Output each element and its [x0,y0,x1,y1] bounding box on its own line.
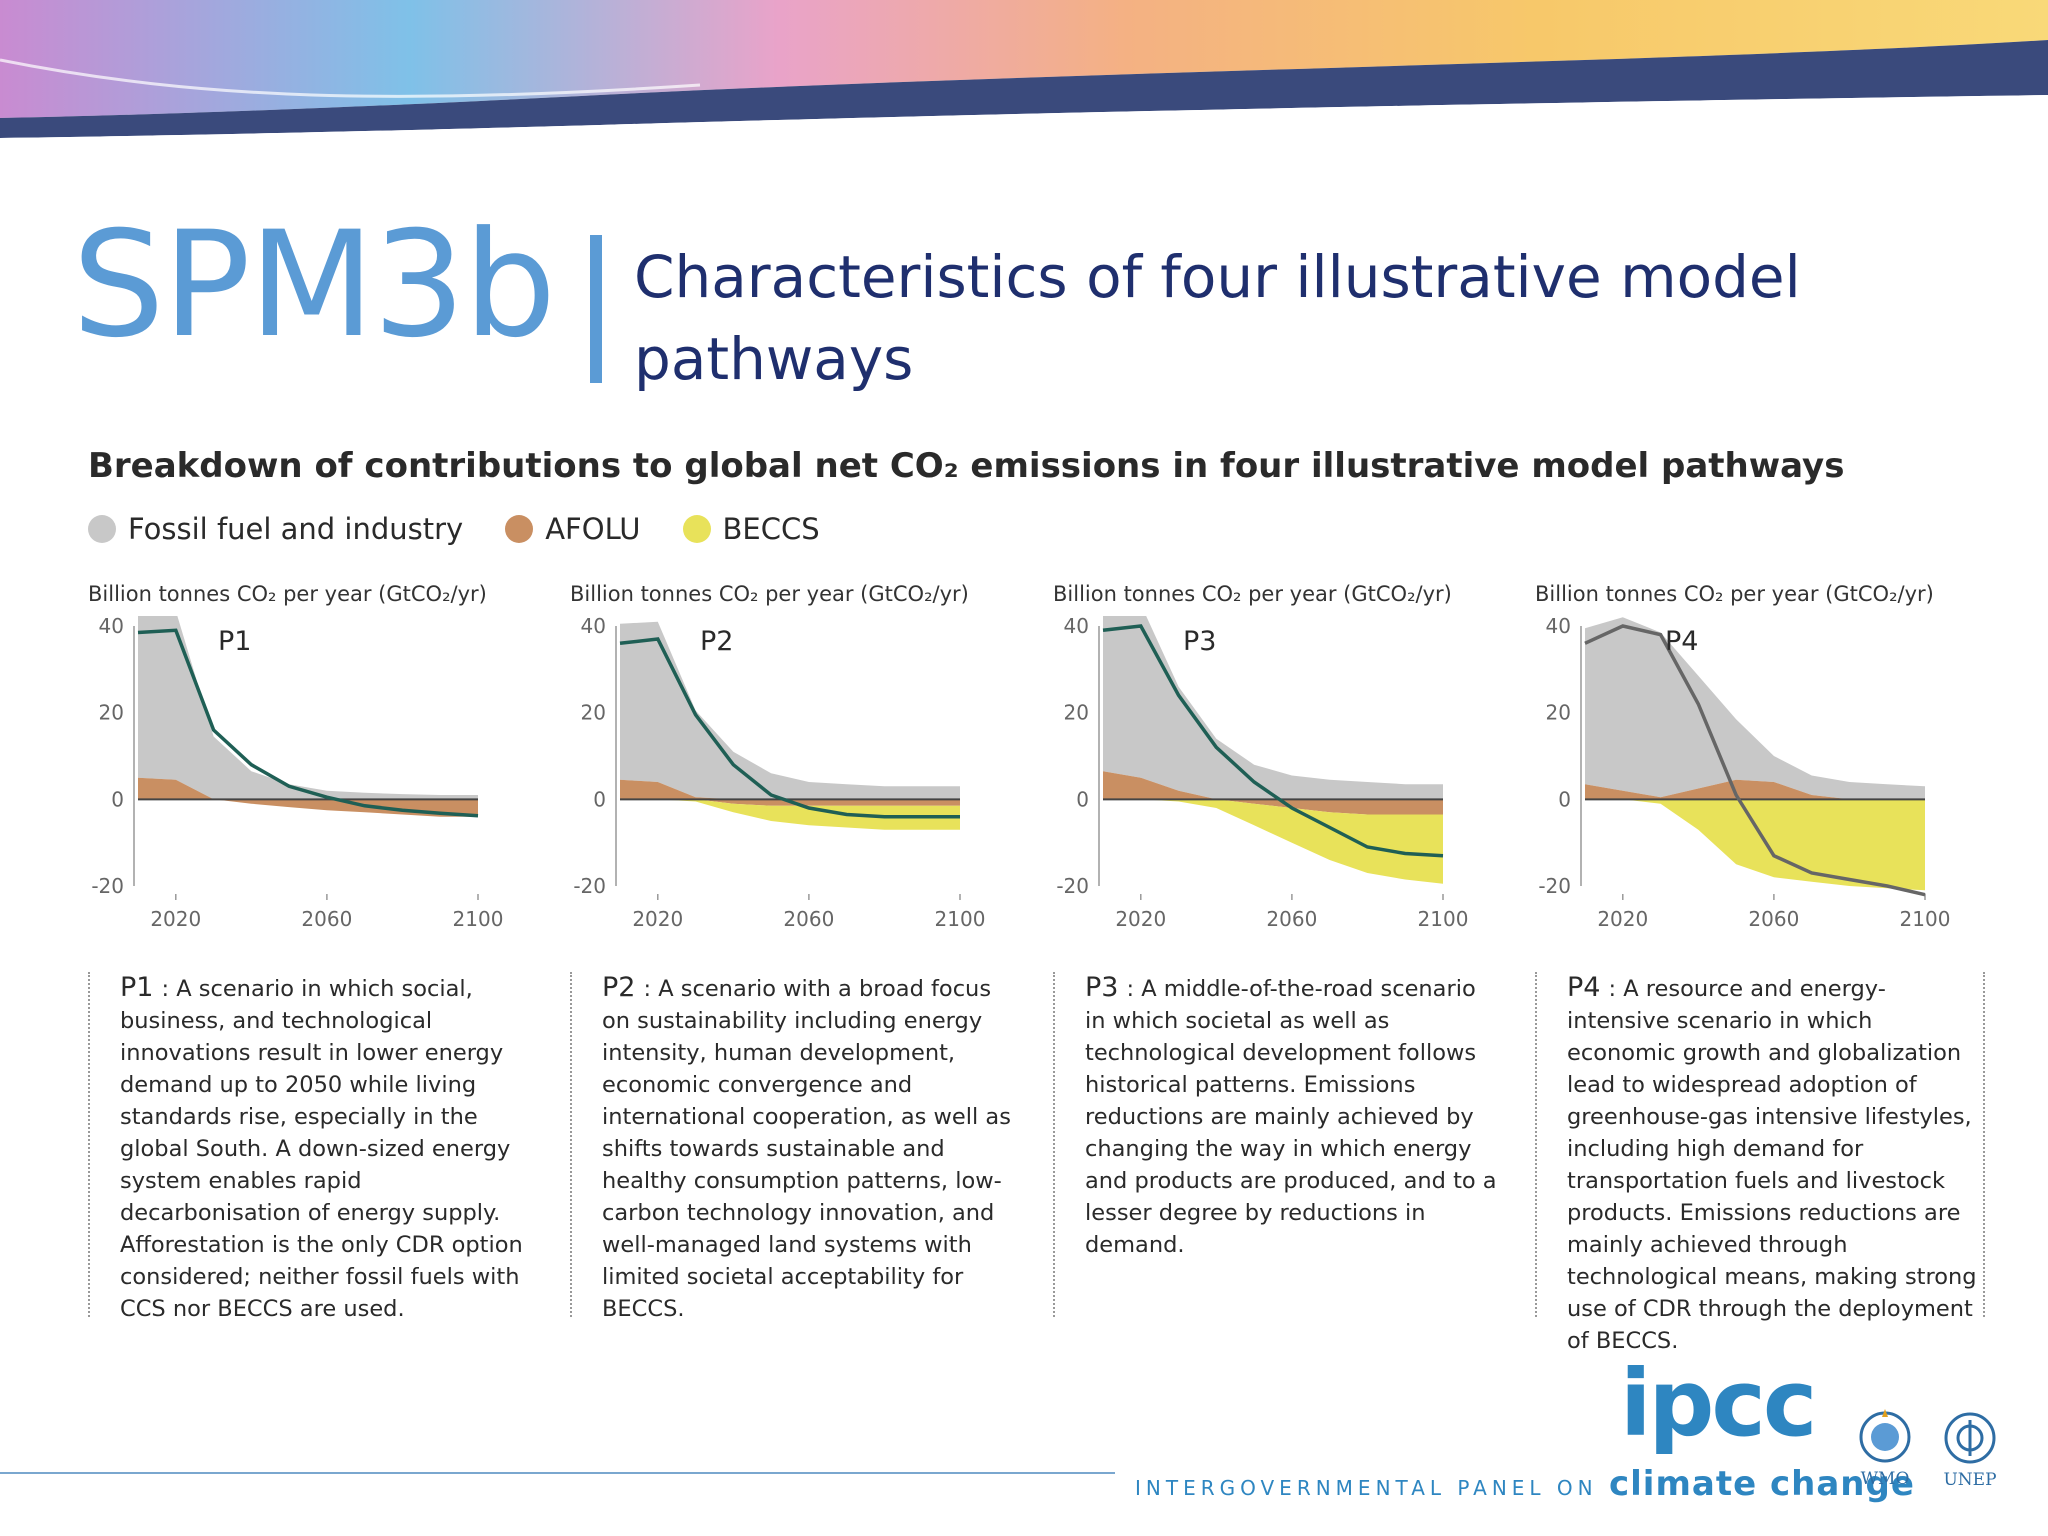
chart-p3: 40 20 0 -20 2020 2060 2100 P3 [1056,616,1469,931]
pathway-description: A scenario with a broad focus on sustain… [602,976,1011,1322]
slide-code: SPM3b [72,200,556,370]
legend: Fossil fuel and industry AFOLU BECCS [88,512,862,546]
title-divider [590,235,602,383]
y-tick-label: 40 [99,616,124,638]
x-tick-label: 2020 [1115,907,1166,931]
area-afolu-positive [138,777,478,800]
legend-label-beccs: BECCS [722,512,820,546]
y-tick-label: -20 [91,874,124,898]
area-afolu-positive [1585,779,1925,800]
panel-label: P1 [218,626,251,657]
y-tick-label: 0 [111,787,124,811]
pathway-description: A resource and energy-intensive scenario… [1567,976,1977,1354]
legend-item-fossil: Fossil fuel and industry [88,512,463,546]
area-fossil-fuel-and-industry [620,621,960,800]
x-tick-label: 2100 [1900,907,1951,931]
x-tick-label: 2060 [1748,907,1799,931]
x-tick-label: 2020 [1597,907,1648,931]
pathway-name: P1 [120,972,154,1003]
net-emissions-line [1102,624,1444,858]
wmo-label: WMO [1860,1469,1910,1489]
legend-item-beccs: BECCS [682,512,820,546]
x-tick-label: 2060 [783,907,834,931]
y-tick-label: 20 [581,701,606,725]
description-p4: P4: A resource and energy-intensive scen… [1535,972,1985,1354]
panel-label: P3 [1183,626,1216,657]
net-emissions-line [619,637,960,819]
y-tick-label: 20 [1546,701,1571,725]
y-tick-label: -20 [573,874,606,898]
panel-p1: Billion tonnes CO₂ per year (GtCO₂/yr) 4… [88,582,548,1322]
ipcc-tagline: INTERGOVERNMENTAL PANEL ON climate chang… [1135,1464,1915,1504]
pathway-name: P2 [602,972,636,1003]
pathway-name: P4 [1567,972,1601,1003]
panel-p4: Billion tonnes CO₂ per year (GtCO₂/yr) 4… [1535,582,1995,1354]
x-tick-label: 2020 [632,907,683,931]
description-p3: P3: A middle-of-the-road scenario in whi… [1053,972,1503,1317]
panel-label: P2 [700,626,733,657]
area-fossil-fuel-and-industry [1103,616,1443,800]
y-tick-label: 40 [1546,616,1571,638]
net-emissions-line [137,628,479,818]
y-tick-label: 0 [1076,787,1089,811]
area-fossil-fuel-and-industry [138,616,478,800]
area-beccs [1103,799,1443,884]
description-p1: P1: A scenario in which social, business… [88,972,538,1322]
decorative-banner [0,0,2048,170]
tagline-text: INTERGOVERNMENTAL PANEL ON [1135,1476,1598,1500]
area-afolu-positive [1103,771,1443,800]
unep-label: UNEP [1943,1470,1997,1490]
x-tick-label: 2100 [1418,907,1469,931]
wmo-emblem-icon [1859,1409,1911,1463]
area-afolu-positive [620,779,960,800]
tagline-accent: climate change [1609,1464,1915,1504]
pathway-description: A scenario in which social, business, an… [120,976,523,1322]
legend-label-afolu: AFOLU [545,512,641,546]
panel-p2: Billion tonnes CO₂ per year (GtCO₂/yr) 4… [570,582,1030,1322]
slide-title: Characteristics of four illustrative mod… [634,243,1801,393]
y-tick-label: -20 [1538,874,1571,898]
chart-p2: 40 20 0 -20 2020 2060 2100 P2 [573,616,986,931]
legend-label-fossil: Fossil fuel and industry [128,512,464,546]
panel-ylabel: Billion tonnes CO₂ per year (GtCO₂/yr) [88,582,487,606]
x-tick-label: 2060 [301,907,352,931]
x-tick-label: 2020 [150,907,201,931]
pathway-description: A middle-of-the-road scenario in which s… [1085,976,1497,1258]
area-beccs [620,799,960,830]
pathway-name: P3 [1085,972,1119,1003]
y-tick-label: 0 [1558,787,1571,811]
legend-swatch-afolu [505,515,534,543]
description-p2: P2: A scenario with a broad focus on sus… [570,972,1020,1322]
panel-ylabel: Billion tonnes CO₂ per year (GtCO₂/yr) [570,582,969,606]
net-emissions-line [1584,624,1926,897]
x-tick-label: 2100 [453,907,504,931]
y-tick-label: -20 [1056,874,1089,898]
x-tick-label: 2060 [1266,907,1317,931]
area-beccs [1585,799,1925,891]
figure-title: Breakdown of contributions to global net… [88,446,1845,486]
chart-p1: 40 20 0 -20 2020 2060 2100 P1 [91,616,504,931]
y-tick-label: 40 [581,616,606,638]
legend-swatch-beccs [682,515,711,543]
panel-ylabel: Billion tonnes CO₂ per year (GtCO₂/yr) [1053,582,1452,606]
area-afolu-negative [1103,799,1443,815]
unep-logo: UNEP [1935,1410,2005,1490]
panel-p3: Billion tonnes CO₂ per year (GtCO₂/yr) 4… [1053,582,1513,1322]
y-tick-label: 0 [593,787,606,811]
y-tick-label: 40 [1064,616,1089,638]
legend-swatch-fossil [88,515,116,543]
footer-line [0,1472,1115,1474]
legend-item-afolu: AFOLU [505,512,641,546]
y-tick-label: 20 [99,701,124,725]
panel-label: P4 [1665,626,1698,657]
area-fossil-fuel-and-industry [1585,617,1925,800]
x-tick-label: 2100 [935,907,986,931]
ipcc-logo: ipcc [1620,1350,1817,1457]
panel-ylabel: Billion tonnes CO₂ per year (GtCO₂/yr) [1535,582,1934,606]
chart-p4: 40 20 0 -20 2020 2060 2100 P4 [1538,616,1951,931]
wmo-logo: WMO [1850,1405,1920,1489]
area-afolu-negative [138,799,478,817]
unep-emblem-icon [1944,1412,1996,1464]
y-tick-label: 20 [1064,701,1089,725]
